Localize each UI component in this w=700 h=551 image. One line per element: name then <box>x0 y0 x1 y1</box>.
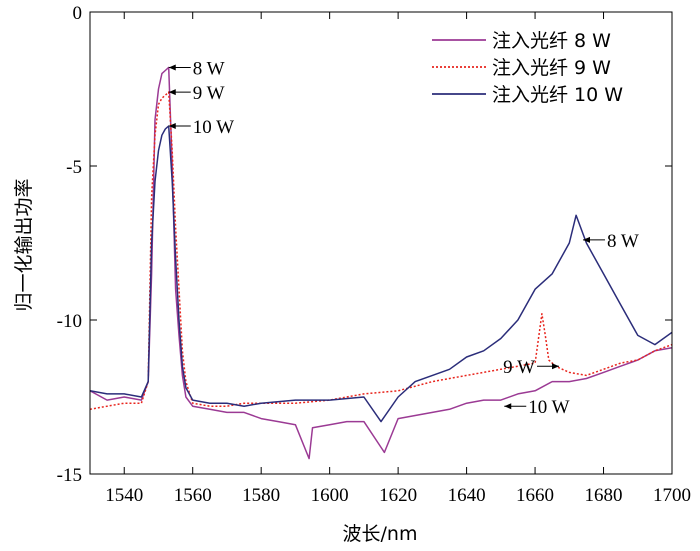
x-tick-label: 1680 <box>585 485 623 506</box>
x-axis-title: 波长/nm <box>343 523 418 545</box>
series-line-3 <box>90 125 672 423</box>
legend: 注入光纤 8 W 注入光纤 9 W 注入光纤 10 W <box>432 30 623 106</box>
annotation-label: 10 W <box>528 397 569 418</box>
x-tick-label: 1700 <box>653 485 691 506</box>
legend-item-label: 注入光纤 9 W <box>492 57 611 79</box>
x-tick-label: 1560 <box>174 485 212 506</box>
annotation: 8 W <box>168 58 225 79</box>
annotation-label: 8 W <box>193 58 225 79</box>
y-tick-label: -5 <box>66 157 82 178</box>
annotation-arrowhead <box>504 403 512 410</box>
annotation-arrowhead <box>168 64 176 71</box>
y-tick-label: -10 <box>57 311 82 332</box>
series-line-1 <box>90 66 672 460</box>
annotation-arrowhead <box>582 236 590 243</box>
axes: 1540 1560 1580 1600 1620 1640 1660 1680 1700 0 -5 -… <box>57 3 691 506</box>
annotation-label: 10 W <box>193 117 234 138</box>
x-tick-label: 1540 <box>105 485 143 506</box>
annotation-label: 9 W <box>193 83 225 104</box>
y-tick-label: 0 <box>73 3 83 24</box>
annotation-arrowhead <box>552 363 560 370</box>
legend-item-label: 注入光纤 8 W <box>492 30 611 52</box>
annotation-label: 9 W <box>503 357 535 378</box>
annotations: 8 W 9 W 10 W 8 W 9 W 10 W <box>168 58 639 418</box>
annotation-arrowhead <box>168 89 176 96</box>
annotation-label: 8 W <box>607 231 639 252</box>
annotation: 9 W <box>168 83 225 104</box>
x-tick-label: 1580 <box>242 485 280 506</box>
annotation-arrowhead <box>168 122 176 129</box>
legend-item-label: 注入光纤 10 W <box>492 84 623 106</box>
series-line-2 <box>90 91 672 411</box>
x-tick-label: 1660 <box>516 485 554 506</box>
annotation: 10 W <box>168 117 234 138</box>
annotation: 10 W <box>504 397 570 418</box>
x-tick-label: 1600 <box>311 485 349 506</box>
annotation: 8 W <box>582 231 639 252</box>
x-tick-label: 1640 <box>448 485 486 506</box>
plot-area <box>90 66 672 460</box>
annotation: 9 W <box>503 357 560 378</box>
y-tick-label: -15 <box>57 465 82 486</box>
x-tick-label: 1620 <box>379 485 417 506</box>
plot-frame <box>89 11 673 475</box>
y-axis-title: 归一化输出功率 <box>13 178 35 311</box>
